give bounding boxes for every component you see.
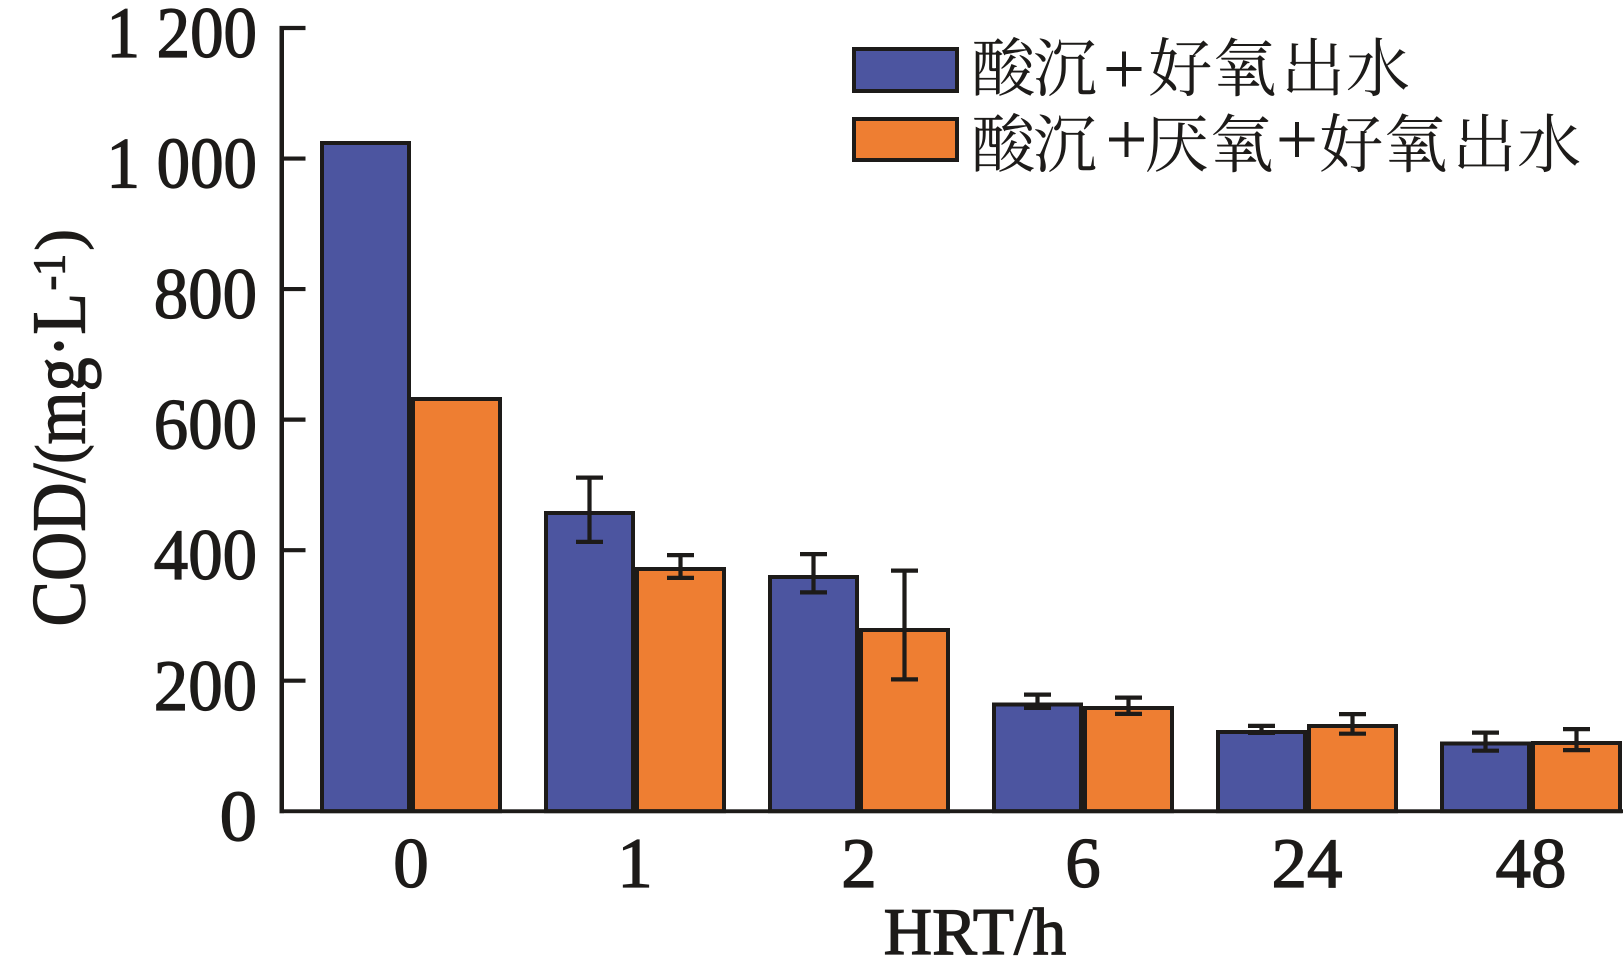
svg-text:HRT/h: HRT/h xyxy=(884,895,1066,969)
svg-text:1: 1 xyxy=(617,825,653,903)
svg-text:800: 800 xyxy=(154,255,257,334)
svg-text:0: 0 xyxy=(393,825,429,903)
svg-text:COD/(mg·L: COD/(mg·L xyxy=(17,293,101,627)
svg-text:48: 48 xyxy=(1496,825,1567,903)
svg-text:2: 2 xyxy=(841,825,877,903)
svg-text:400: 400 xyxy=(154,516,257,595)
svg-text:1 000: 1 000 xyxy=(107,125,258,204)
svg-text:6: 6 xyxy=(1065,825,1101,903)
svg-text:1 200: 1 200 xyxy=(107,0,258,73)
svg-text:): ) xyxy=(22,229,93,250)
svg-text:0: 0 xyxy=(220,777,257,856)
svg-text:600: 600 xyxy=(154,386,257,465)
svg-text:24: 24 xyxy=(1272,825,1343,903)
svg-text:200: 200 xyxy=(154,647,257,726)
svg-text:-1: -1 xyxy=(23,254,74,290)
